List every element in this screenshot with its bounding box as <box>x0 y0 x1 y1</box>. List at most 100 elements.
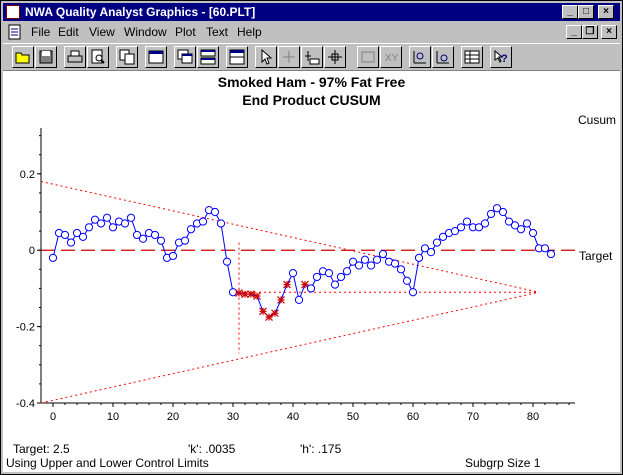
y-tick-label: -0.4 <box>16 398 35 410</box>
data-point <box>360 255 370 264</box>
crosshair-icon[interactable] <box>278 46 300 68</box>
menu-window[interactable]: Window <box>124 25 167 39</box>
print-preview-icon[interactable] <box>87 46 109 68</box>
x-tick-label: 50 <box>347 411 359 423</box>
data-point <box>480 219 490 228</box>
marker-tool-icon[interactable] <box>324 46 346 68</box>
footer-subgroup: Subgrp Size 1 <box>465 456 541 470</box>
data-point <box>168 251 178 261</box>
data-point <box>90 215 100 224</box>
menu-file[interactable]: File <box>31 25 51 39</box>
data-point <box>210 207 220 217</box>
mdi-close-button[interactable]: × <box>601 25 617 39</box>
move-point-icon[interactable] <box>432 46 454 68</box>
data-point <box>348 257 358 266</box>
cusum-chart: 0 10 20 30 40 50 60 70 80 0.2 0 -0.2 -0.4 <box>16 128 575 423</box>
data-point <box>474 223 484 232</box>
table-view-icon[interactable] <box>226 46 248 68</box>
data-point <box>228 288 238 297</box>
out-of-control-point <box>259 307 267 316</box>
menu-bar: File Edit View Window Plot Text Help _ ❐… <box>3 22 620 42</box>
data-point <box>456 223 466 232</box>
footer-target: Target: 2.5 <box>13 442 70 456</box>
x-tick-label: 70 <box>467 411 479 423</box>
footer-h: 'h': .175 <box>300 442 342 456</box>
data-point <box>504 217 514 226</box>
menu-text[interactable]: Text <box>206 25 229 39</box>
data-point <box>288 269 298 278</box>
app-icon[interactable] <box>6 5 20 19</box>
y-tick-label: -0.2 <box>16 322 35 334</box>
data-point <box>438 232 448 241</box>
menu-view[interactable]: View <box>89 25 115 39</box>
add-point-icon[interactable] <box>409 46 431 68</box>
data-point <box>96 219 106 228</box>
footer-limits-note: Using Upper and Lower Control Limits <box>6 456 209 470</box>
document-icon[interactable] <box>7 24 23 40</box>
menu-edit[interactable]: Edit <box>58 25 79 39</box>
open-folder-icon[interactable] <box>12 46 34 68</box>
vmask-lower-arm <box>40 291 540 404</box>
window-icon[interactable] <box>145 46 167 68</box>
help-icon[interactable]: ? <box>490 46 512 68</box>
data-point <box>414 253 424 262</box>
chart-title: Smoked Ham - 97% Fat Free <box>217 74 406 90</box>
data-point <box>156 236 166 245</box>
menu-help[interactable]: Help <box>237 25 262 39</box>
data-point <box>222 257 232 266</box>
table-icon[interactable] <box>461 46 483 68</box>
asterisk-stroke <box>253 292 261 300</box>
pointer-icon[interactable] <box>255 46 277 68</box>
save-icon[interactable] <box>35 46 57 68</box>
data-point <box>72 228 82 238</box>
close-button[interactable]: × <box>598 5 614 19</box>
data-point <box>402 276 412 285</box>
asterisk-stroke <box>301 280 309 289</box>
data-point <box>120 219 130 228</box>
disabled-edit-icon[interactable] <box>357 46 379 68</box>
cascade-icon[interactable] <box>174 46 196 68</box>
copy-icon[interactable] <box>116 46 138 68</box>
mdi-restore-button[interactable]: ❐ <box>582 25 598 39</box>
x-tick-label: 60 <box>407 411 419 423</box>
data-point <box>432 238 442 247</box>
print-icon[interactable] <box>64 46 86 68</box>
tile-icon[interactable] <box>197 46 219 68</box>
data-point <box>336 272 346 282</box>
asterisk-stroke <box>283 280 291 289</box>
data-point <box>366 261 376 270</box>
data-point <box>390 259 400 268</box>
target-label: Target <box>579 249 613 263</box>
data-point <box>492 204 502 213</box>
data-point <box>78 232 88 241</box>
data-point <box>426 248 436 257</box>
data-point <box>186 225 196 234</box>
mdi-minimize-button[interactable]: _ <box>566 25 582 39</box>
maximize-button[interactable]: □ <box>578 5 594 19</box>
data-point <box>102 213 112 222</box>
data-point <box>48 253 58 262</box>
footer-k: 'k': .0035 <box>188 442 236 456</box>
data-point <box>60 230 70 240</box>
data-point <box>132 230 142 240</box>
data-point <box>498 207 508 217</box>
menu-plot[interactable]: Plot <box>175 25 196 39</box>
data-point <box>546 249 556 259</box>
y-axis-label: Cusum <box>578 113 617 127</box>
minimize-button[interactable]: _ <box>562 5 578 19</box>
chart-subtitle: End Product CUSUM <box>242 92 381 108</box>
data-point <box>450 227 460 236</box>
data-point <box>330 280 340 289</box>
window-title: NWA Quality Analyst Graphics - [60.PLT] <box>25 5 256 19</box>
data-point <box>180 236 190 245</box>
text-tool-icon[interactable] <box>301 46 323 68</box>
title-bar[interactable]: NWA Quality Analyst Graphics - [60.PLT] … <box>3 3 620 21</box>
data-point <box>150 230 160 240</box>
data-point <box>66 238 76 247</box>
data-point <box>84 223 94 232</box>
y-tick-label: 0.2 <box>20 169 35 181</box>
disabled-xy-icon[interactable]: XY <box>380 46 402 68</box>
data-point <box>378 249 388 259</box>
asterisk-stroke <box>259 307 267 316</box>
